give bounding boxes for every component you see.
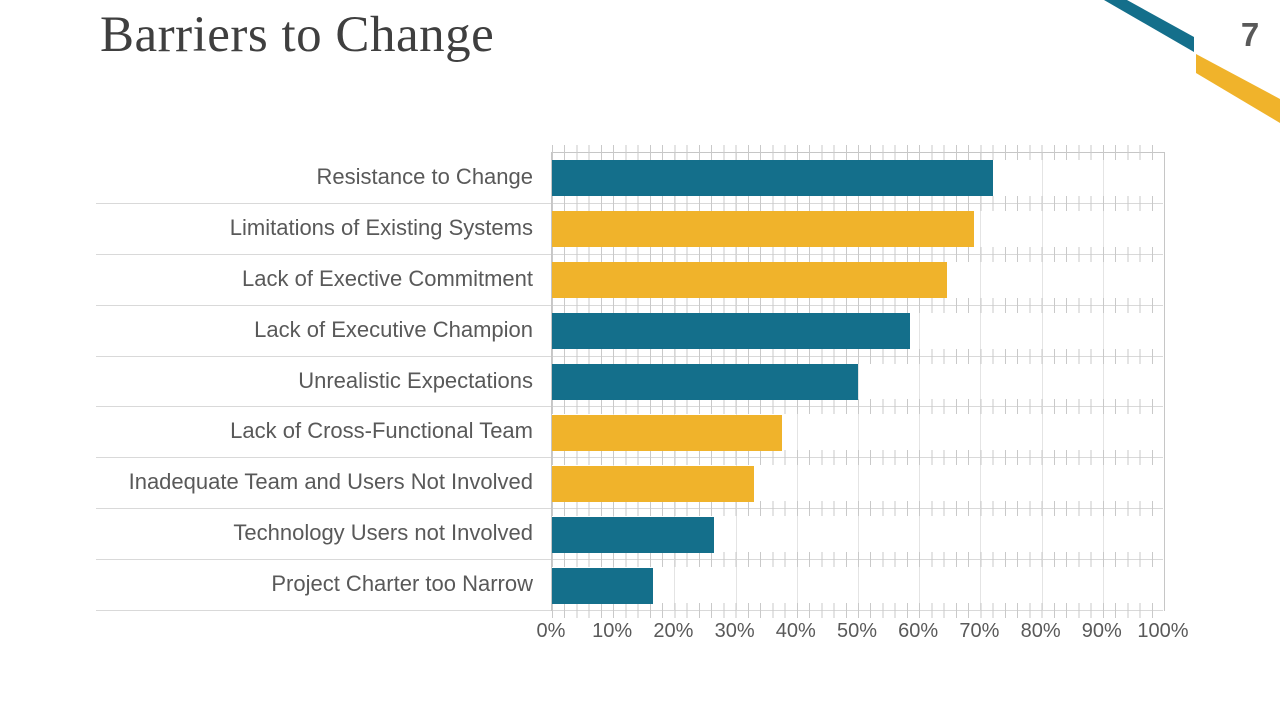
minor-tick-ruler — [552, 246, 1164, 262]
minor-tick-ruler — [552, 348, 1164, 364]
category-label: Lack of Exective Commitment — [242, 265, 533, 291]
x-axis-tick-label: 40% — [775, 620, 816, 642]
category-label: Unrealistic Expectations — [298, 367, 533, 393]
major-gridline — [1041, 153, 1043, 611]
category-label: Inadequate Team and Users Not Involved — [128, 469, 533, 495]
x-axis-tick-label: 100% — [1137, 620, 1189, 642]
slide-title: Barriers to Change — [100, 7, 495, 63]
x-axis-tick-label: 90% — [1081, 620, 1122, 642]
bar — [552, 465, 754, 502]
bar — [552, 516, 715, 553]
minor-tick-ruler — [552, 552, 1164, 568]
minor-tick-ruler — [552, 501, 1164, 517]
x-axis-tick-label: 10% — [592, 620, 633, 642]
category-label: Limitations of Existing Systems — [229, 214, 533, 240]
bar — [552, 414, 782, 451]
major-gridline — [858, 153, 859, 611]
bar — [552, 160, 993, 197]
minor-tick-ruler — [552, 297, 1164, 313]
x-axis-tick-label: 30% — [714, 620, 755, 642]
category-label: Technology Users not Involved — [233, 520, 533, 546]
bar — [552, 313, 911, 350]
bar — [552, 567, 653, 604]
category-label: Lack of Cross-Functional Team — [230, 418, 533, 444]
x-axis-tick-label: 70% — [959, 620, 1000, 642]
bar — [552, 262, 947, 299]
category-label: Lack of Executive Champion — [254, 316, 533, 342]
category-label: Resistance to Change — [316, 164, 533, 189]
x-axis-tick-label: 0% — [536, 620, 566, 642]
major-gridline — [980, 153, 982, 611]
minor-tick-ruler — [552, 145, 1164, 160]
teal-ribbon-shape — [1104, 0, 1194, 52]
bar — [552, 364, 858, 400]
plot-area — [551, 145, 1165, 618]
minor-tick-ruler — [552, 450, 1164, 466]
minor-tick-ruler — [552, 195, 1164, 211]
bar — [552, 211, 975, 248]
x-axis-tick-label: 80% — [1020, 620, 1061, 642]
corner-ribbons-decoration — [1104, 0, 1280, 123]
x-axis-tick-label: 50% — [836, 620, 878, 642]
gold-ribbon-shape — [1196, 54, 1280, 123]
page-number: 7 — [1240, 16, 1260, 53]
major-gridline — [919, 153, 921, 611]
minor-tick-ruler — [552, 603, 1164, 618]
major-gridline — [1102, 153, 1104, 611]
category-label: Project Charter too Narrow — [271, 571, 533, 597]
minor-tick-ruler — [552, 399, 1164, 415]
x-axis-tick-label: 20% — [653, 620, 694, 642]
barriers-bar-chart: Resistance to Change Limitations of Exist… — [96, 145, 1189, 662]
x-axis-tick-label: 60% — [898, 620, 939, 642]
